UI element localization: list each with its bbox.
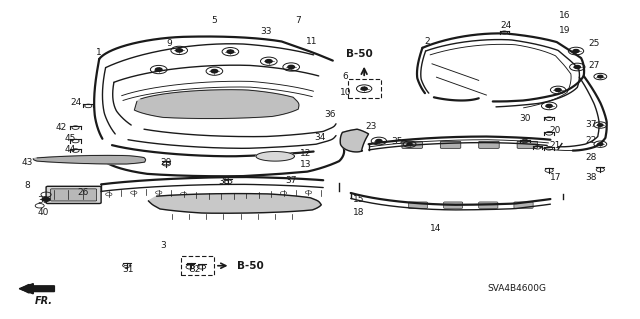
Polygon shape [340, 129, 369, 152]
Text: 5: 5 [212, 16, 217, 25]
Text: 38: 38 [218, 177, 230, 186]
Text: 21: 21 [550, 141, 561, 150]
Text: 44: 44 [65, 145, 76, 154]
Circle shape [361, 87, 367, 90]
Polygon shape [148, 194, 321, 213]
Text: 26: 26 [77, 189, 89, 197]
Circle shape [574, 65, 580, 69]
Text: 33: 33 [260, 27, 271, 36]
FancyBboxPatch shape [46, 186, 101, 204]
Text: 12: 12 [300, 149, 312, 158]
Text: 16: 16 [559, 11, 570, 20]
Text: 20: 20 [550, 126, 561, 135]
Circle shape [227, 50, 234, 53]
Text: 30: 30 [519, 114, 531, 122]
Text: 8: 8 [24, 181, 29, 189]
Text: 15: 15 [353, 195, 364, 204]
Text: 18: 18 [353, 208, 364, 217]
Text: 3: 3 [161, 241, 166, 250]
Text: 40: 40 [38, 208, 49, 217]
Text: 11: 11 [306, 37, 317, 46]
Text: 27: 27 [588, 61, 600, 70]
Circle shape [211, 70, 218, 73]
Circle shape [546, 104, 552, 108]
Text: SVA4B4600G: SVA4B4600G [488, 284, 547, 293]
Text: B-50: B-50 [237, 261, 264, 271]
Circle shape [573, 49, 579, 53]
Polygon shape [134, 90, 299, 119]
Circle shape [598, 143, 603, 145]
Circle shape [376, 139, 382, 143]
Text: 31: 31 [122, 265, 134, 274]
FancyBboxPatch shape [479, 202, 498, 208]
FancyBboxPatch shape [348, 79, 381, 98]
Text: 42: 42 [55, 123, 67, 132]
Text: 43: 43 [21, 158, 33, 167]
Text: 32: 32 [189, 265, 201, 274]
Text: 13: 13 [300, 160, 312, 169]
FancyBboxPatch shape [408, 202, 428, 208]
Text: 35: 35 [391, 137, 403, 146]
Circle shape [176, 49, 182, 52]
Text: 25: 25 [588, 39, 600, 48]
Text: 24: 24 [500, 21, 511, 30]
Text: 17: 17 [550, 173, 561, 182]
Circle shape [555, 88, 561, 92]
FancyBboxPatch shape [51, 189, 97, 201]
Text: 36: 36 [324, 110, 335, 119]
FancyBboxPatch shape [181, 256, 214, 275]
Text: FR.: FR. [35, 296, 52, 306]
Text: 10: 10 [340, 88, 351, 97]
Text: 1: 1 [97, 48, 102, 57]
FancyBboxPatch shape [514, 202, 533, 208]
Text: 29: 29 [161, 158, 172, 167]
Text: 14: 14 [429, 224, 441, 233]
Text: 24: 24 [70, 98, 81, 107]
Text: 19: 19 [559, 26, 570, 35]
Text: 23: 23 [365, 122, 377, 130]
FancyBboxPatch shape [517, 141, 538, 148]
Text: 9: 9 [167, 39, 172, 48]
Circle shape [156, 68, 162, 71]
FancyBboxPatch shape [444, 202, 463, 208]
FancyBboxPatch shape [402, 141, 422, 148]
Circle shape [598, 75, 603, 78]
Text: B-50: B-50 [346, 49, 373, 59]
Text: 7: 7 [295, 16, 300, 25]
Text: 38: 38 [586, 173, 597, 182]
Circle shape [288, 65, 294, 69]
Text: 28: 28 [586, 153, 597, 162]
Circle shape [266, 60, 272, 63]
Text: 22: 22 [586, 136, 597, 145]
Text: 37: 37 [586, 120, 597, 129]
FancyBboxPatch shape [479, 141, 499, 148]
Circle shape [42, 197, 50, 201]
Text: 6: 6 [343, 72, 348, 81]
Text: 34: 34 [314, 133, 326, 142]
Text: 2: 2 [425, 37, 430, 46]
FancyArrow shape [19, 284, 54, 294]
Polygon shape [256, 152, 294, 161]
Circle shape [598, 124, 603, 126]
Text: 45: 45 [65, 134, 76, 143]
Text: 37: 37 [285, 176, 297, 185]
Text: 39: 39 [38, 197, 49, 205]
Circle shape [407, 143, 412, 145]
FancyBboxPatch shape [440, 141, 461, 148]
Polygon shape [33, 155, 145, 164]
